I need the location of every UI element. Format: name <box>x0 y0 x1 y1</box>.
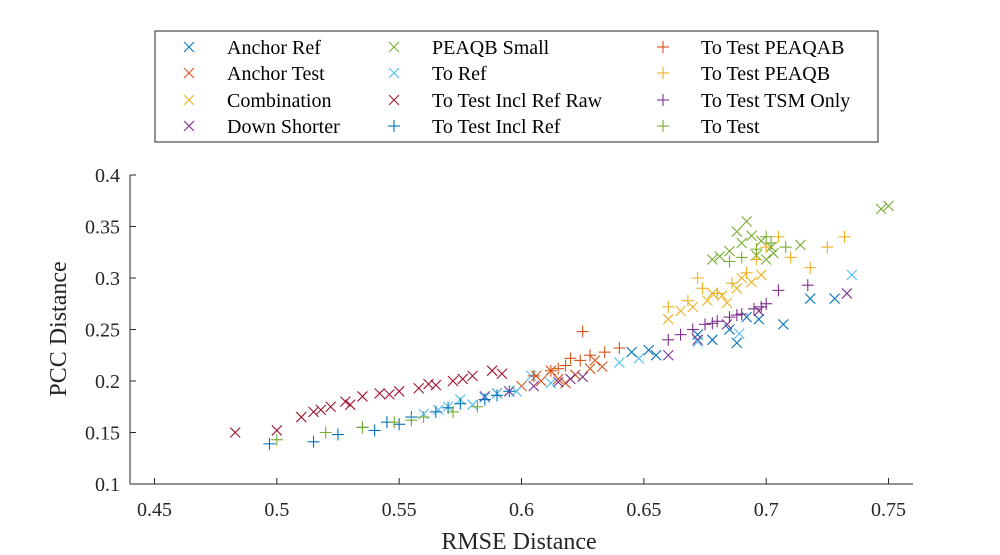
legend-label: Anchor Test <box>227 63 325 85</box>
legend-label: PEAQB Small <box>432 37 550 59</box>
y-axis-title: PCC Distance <box>46 261 72 396</box>
y-axis-ticks: 0.1 0.15 0.2 0.25 0.3 0.35 0.4 <box>85 165 136 496</box>
legend-label: To Test Incl Ref <box>432 116 561 138</box>
legend-label: To Test <box>701 116 760 138</box>
y-tick-label: 0.15 <box>85 423 120 445</box>
legend-label: To Ref <box>432 63 487 85</box>
legend-label: Down Shorter <box>227 116 340 138</box>
legend-label: To Test PEAQB <box>701 63 830 85</box>
y-tick-label: 0.25 <box>85 320 120 342</box>
legend-label: Combination <box>227 90 331 112</box>
y-tick-label: 0.3 <box>95 268 120 290</box>
plot-background <box>130 175 913 484</box>
x-tick-label: 0.6 <box>509 499 534 521</box>
legend-label: To Test TSM Only <box>701 90 850 112</box>
legend-label: To Test PEAQAB <box>701 37 845 59</box>
legend-label: To Test Incl Ref Raw <box>432 90 603 112</box>
y-tick-label: 0.2 <box>95 371 120 393</box>
x-tick-label: 0.7 <box>754 499 779 521</box>
x-axis-title: RMSE Distance <box>441 529 596 555</box>
x-tick-label: 0.55 <box>382 499 417 521</box>
x-tick-label: 0.45 <box>137 499 172 521</box>
y-tick-label: 0.35 <box>85 217 120 239</box>
legend: Anchor Ref Anchor Test Combination Down Sho… <box>155 31 878 142</box>
x-tick-label: 0.75 <box>871 499 906 521</box>
plot-area <box>130 175 913 484</box>
legend-label: Anchor Ref <box>227 37 321 59</box>
y-tick-label: 0.1 <box>95 474 120 496</box>
y-tick-label: 0.4 <box>95 165 120 187</box>
x-tick-label: 0.5 <box>264 499 289 521</box>
x-tick-label: 0.65 <box>626 499 661 521</box>
